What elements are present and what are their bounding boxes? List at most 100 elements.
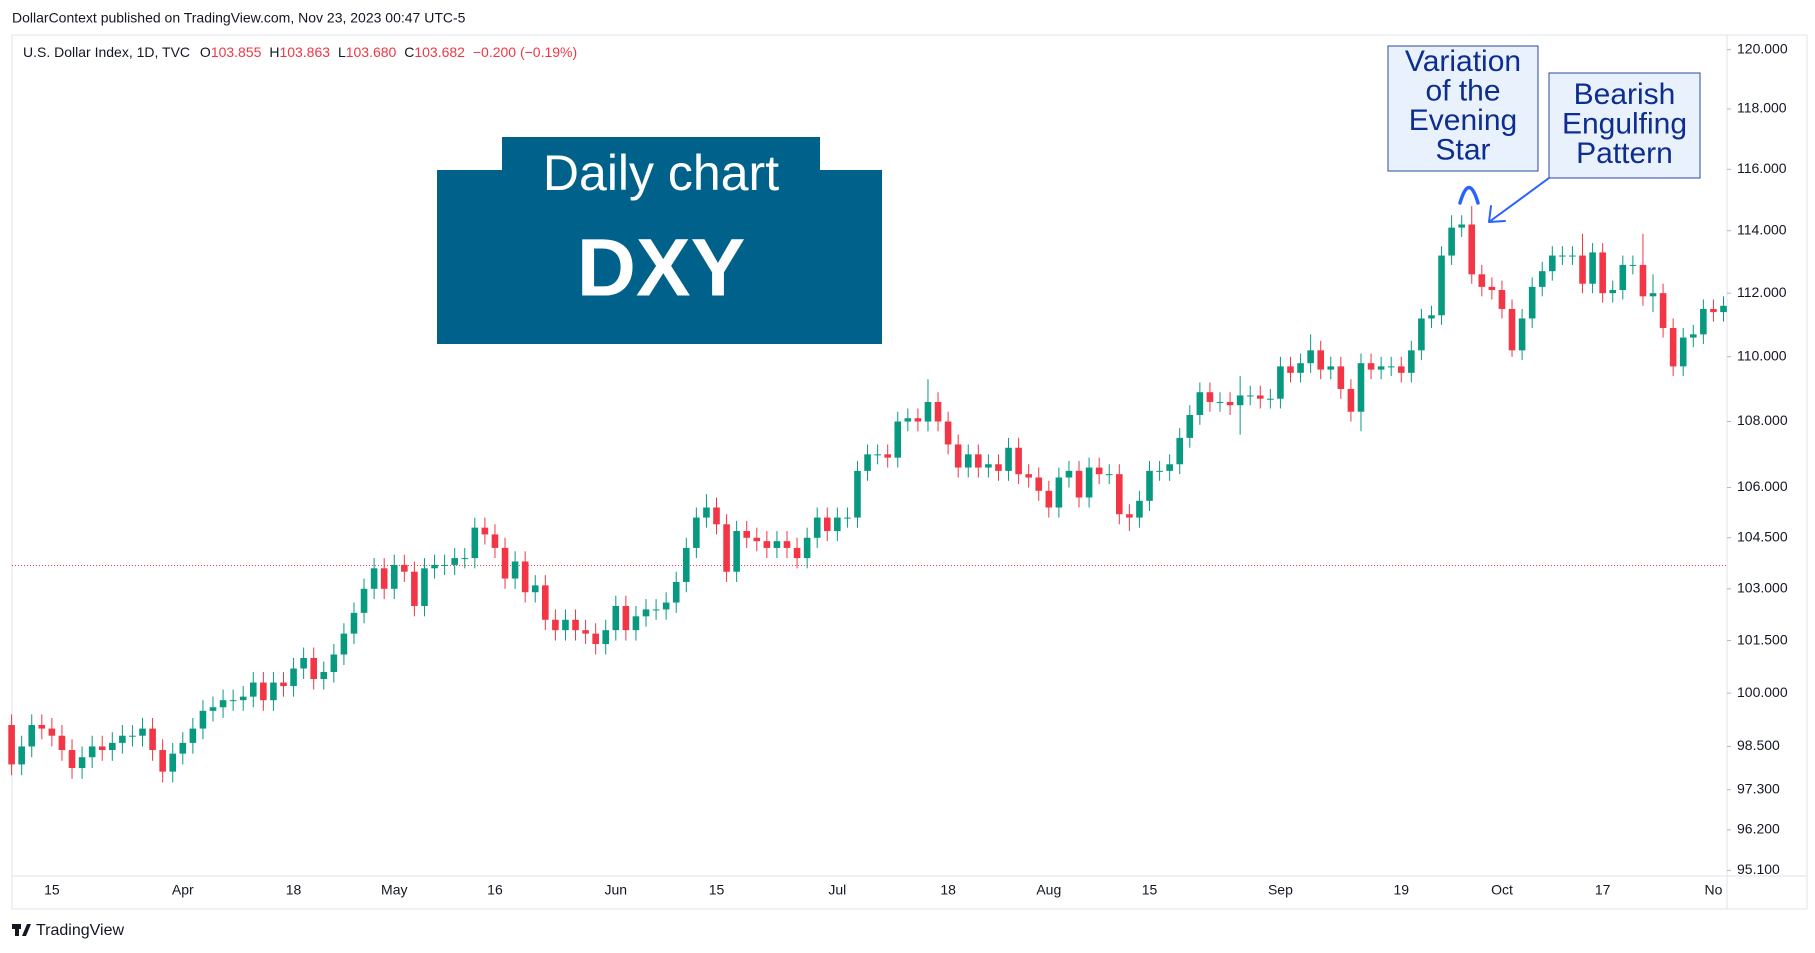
legend-symbol: U.S. Dollar Index, 1D, TVC: [23, 44, 190, 60]
x-tick-label: No: [1704, 882, 1722, 898]
candle-body: [733, 531, 740, 572]
callout-box: [1387, 45, 1539, 172]
y-tick-label: 95.100: [1737, 861, 1780, 877]
candle-body: [542, 585, 549, 620]
candle-body: [612, 605, 620, 631]
legend-key: C: [404, 44, 414, 60]
candle-body: [119, 735, 126, 743]
brand-logo: [22, 924, 31, 936]
y-tick-label: 108.000: [1737, 412, 1788, 428]
candle-body: [370, 568, 378, 589]
candle-body: [461, 558, 469, 560]
candles: [8, 206, 1727, 783]
candle-body: [592, 633, 599, 645]
candle-body: [360, 588, 368, 613]
candle-body: [1377, 366, 1385, 370]
legend-value: 103.863: [279, 44, 330, 60]
candle-body: [1297, 363, 1304, 373]
candle-body: [854, 470, 861, 518]
candle-body: [179, 742, 187, 754]
candle-body: [471, 527, 479, 559]
candle-body: [330, 654, 338, 673]
candle-body: [884, 454, 891, 458]
y-tick-label: 101.500: [1737, 631, 1788, 647]
callout-text: Evening: [1409, 104, 1517, 137]
candle-body: [934, 401, 942, 422]
candle-body: [672, 581, 680, 603]
candle-body: [310, 658, 317, 680]
candle-body: [1025, 474, 1032, 478]
candle-body: [58, 735, 66, 751]
candle-body: [1589, 252, 1596, 284]
candle-body: [1206, 392, 1214, 402]
candle-body: [229, 700, 237, 702]
candle-body: [1126, 514, 1133, 518]
legend-value: 103.855: [211, 44, 262, 60]
candle-body: [1065, 470, 1073, 478]
candle-body: [98, 746, 106, 751]
legend-value: 103.682: [414, 44, 465, 60]
candle-body: [944, 421, 952, 445]
candle-body: [1307, 350, 1314, 364]
candle-body: [1075, 470, 1083, 498]
brand-logo: [15, 924, 19, 936]
candle-body: [1689, 334, 1697, 338]
candle-body: [260, 682, 267, 701]
candle-body: [1347, 388, 1355, 412]
candle-body: [340, 633, 348, 655]
x-tick-label: 15: [44, 882, 60, 898]
candle-body: [703, 507, 710, 518]
y-tick-label: 106.000: [1737, 478, 1788, 494]
candle-body: [1236, 395, 1244, 406]
candle-body: [159, 750, 166, 772]
candle-body: [350, 612, 358, 634]
callout-text: Star: [1435, 133, 1490, 166]
candle-body: [1468, 224, 1476, 275]
callout-box: [1548, 72, 1701, 179]
candle-body: [1700, 308, 1707, 335]
candle-body: [280, 682, 287, 687]
candle-body: [1337, 366, 1345, 389]
candle-body: [773, 541, 781, 548]
candle-body: [290, 668, 297, 687]
callout-text: Engulfing: [1562, 107, 1687, 140]
callout-text: Pattern: [1576, 137, 1673, 170]
candle-body: [481, 527, 489, 535]
candle-body: [139, 728, 146, 736]
candle-body: [1186, 414, 1194, 438]
candle-body: [441, 564, 448, 566]
candle-body: [451, 558, 458, 565]
candle-body: [1246, 395, 1254, 397]
candle-body: [914, 418, 922, 422]
candle-body: [1619, 264, 1627, 291]
brand-name: TradingView: [36, 922, 124, 939]
candle-body: [662, 602, 670, 610]
candle-body: [964, 454, 972, 468]
candle-body: [1105, 474, 1113, 476]
candle-body: [109, 742, 116, 751]
candle-body: [813, 517, 821, 538]
callout-text: Variation: [1405, 45, 1521, 78]
candle-body: [1488, 286, 1496, 291]
candle-body: [864, 454, 871, 471]
candle-body: [511, 561, 519, 579]
candle-body: [874, 454, 881, 456]
candle-body: [521, 561, 529, 593]
candle-body: [572, 619, 579, 631]
y-tick-label: 104.500: [1737, 528, 1788, 544]
x-tick-label: 16: [487, 882, 503, 898]
candle-body: [1277, 366, 1284, 399]
candle-body: [1428, 315, 1435, 319]
candle-body: [1357, 363, 1365, 412]
candle-body: [1629, 264, 1637, 266]
candle-body: [239, 696, 247, 701]
x-tick-label: Jun: [605, 882, 628, 898]
candle-body: [18, 746, 25, 765]
legend: U.S. Dollar Index, 1D, TVC O103.855 H103…: [23, 44, 577, 60]
candle-body: [693, 517, 700, 548]
candle-body: [8, 725, 15, 765]
badge-box: [437, 137, 882, 344]
candle-body: [1146, 470, 1153, 501]
candle-body: [632, 616, 640, 631]
candle-body: [1438, 255, 1445, 316]
